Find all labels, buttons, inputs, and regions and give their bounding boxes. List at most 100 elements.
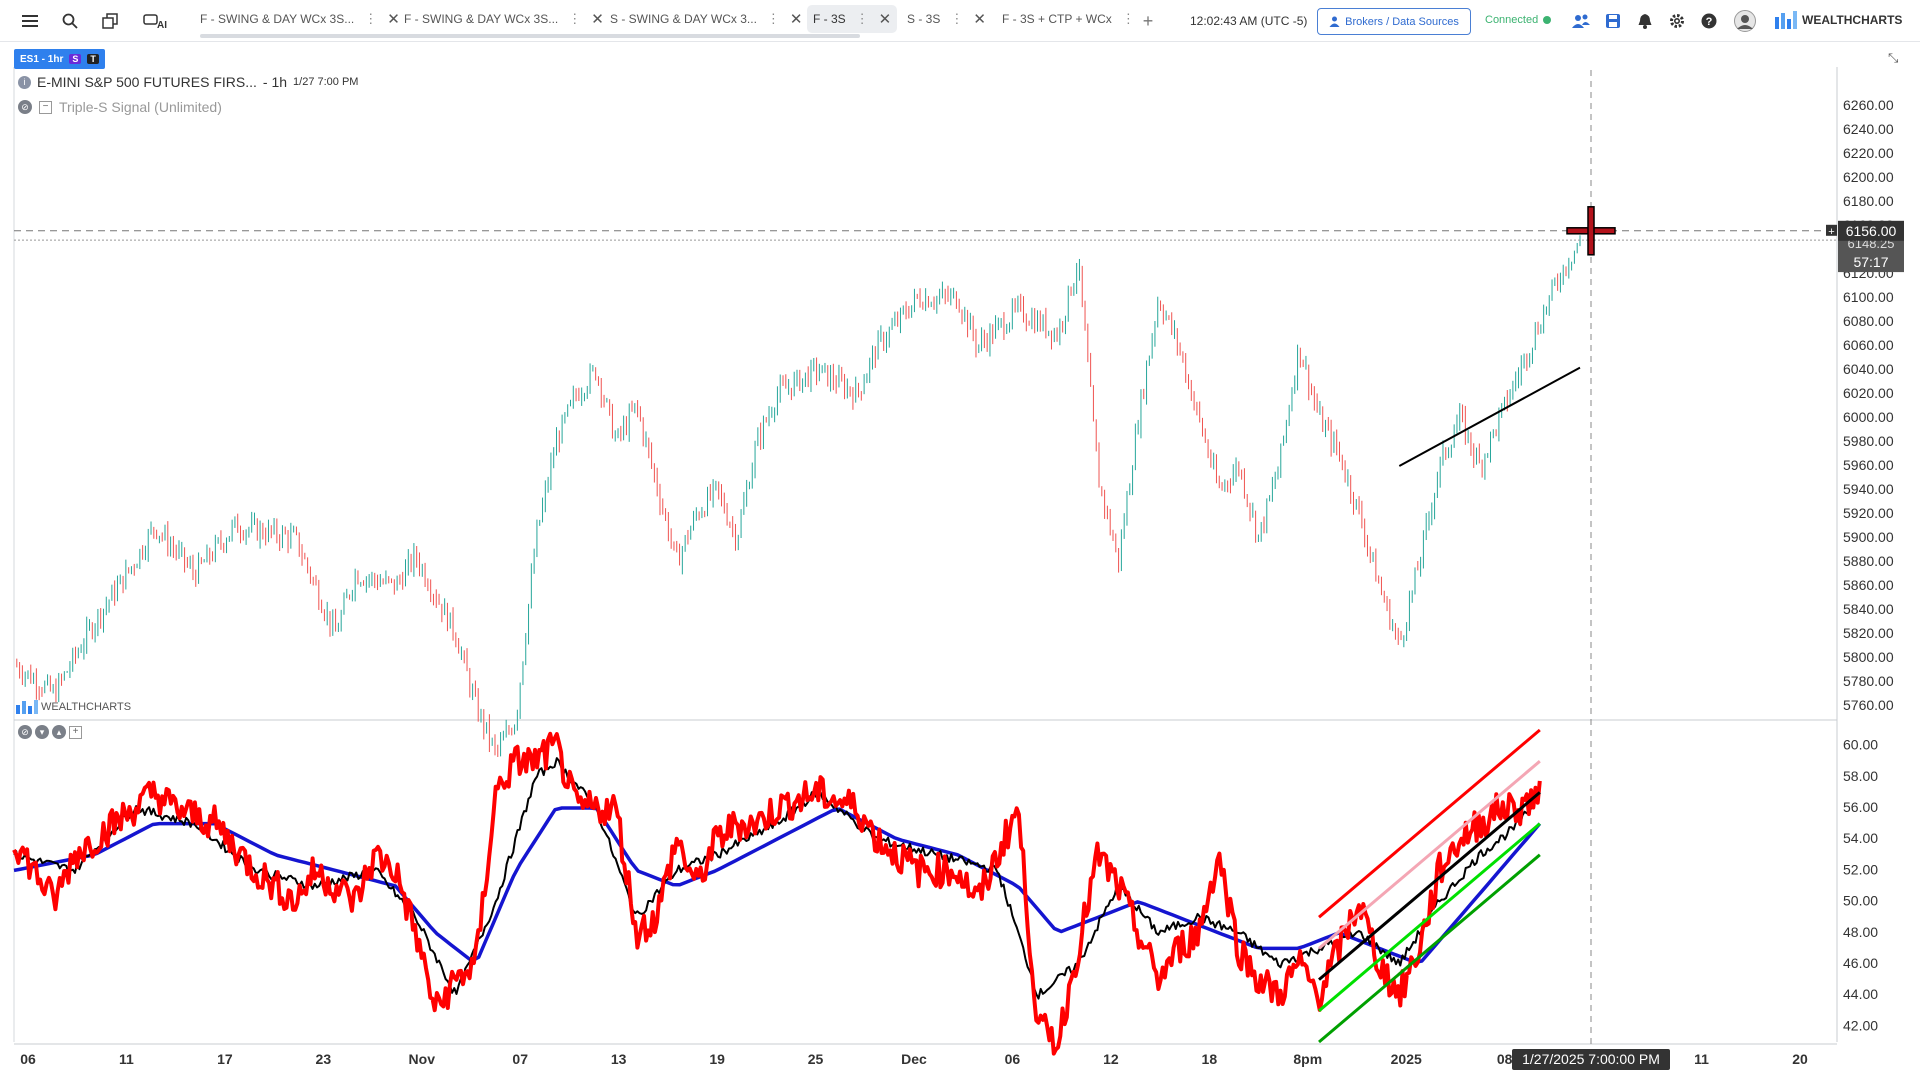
oscillator-tick-label: 46.00 <box>1843 955 1878 971</box>
time-tick-label: 20 <box>1792 1051 1808 1067</box>
oscillator-tick-label: 54.00 <box>1843 830 1878 846</box>
time-axis[interactable]: 06111723Nov07131925Dec0612188pm202508151… <box>20 1051 1808 1067</box>
search-icon[interactable] <box>58 9 82 33</box>
channel-line <box>1318 728 1541 919</box>
info-icon[interactable]: i <box>18 75 31 89</box>
tab-s-3s[interactable]: S - 3S ⋮ ✕ <box>901 5 992 33</box>
add-alert-plus: + <box>1828 226 1834 238</box>
close-icon[interactable]: ✕ <box>591 11 604 28</box>
tab-swing-day-1[interactable]: F - SWING & DAY WCx 3S... ⋮ ✕ <box>194 5 406 33</box>
price-tick-label: 6180.00 <box>1843 193 1894 209</box>
oscillator-tick-label: 42.00 <box>1843 1017 1878 1033</box>
close-icon[interactable]: ✕ <box>878 11 892 28</box>
time-tick-label: 06 <box>1005 1051 1021 1067</box>
channel-line <box>1318 822 1541 1012</box>
help-icon[interactable]: ? <box>1697 9 1721 33</box>
expand-icon[interactable]: ⤡ <box>1888 50 1899 65</box>
time-tick-label: 25 <box>808 1051 824 1067</box>
more-vert-icon[interactable]: ⋮ <box>766 11 780 26</box>
tab-scrollbar[interactable] <box>200 34 860 38</box>
price-tick-label: 6220.00 <box>1843 145 1894 161</box>
crosshair-time-label: 1/27/2025 7:00:00 PM <box>1522 1051 1660 1067</box>
layouts-icon[interactable] <box>98 9 122 33</box>
tab-label: F - SWING & DAY WCx 3S... <box>404 12 559 26</box>
price-tick-label: 6020.00 <box>1843 385 1894 401</box>
mid-line <box>13 757 1541 1000</box>
brokers-data-sources-button[interactable]: Brokers / Data Sources <box>1317 8 1471 35</box>
crosshair-price-box <box>1838 220 1904 241</box>
tab-f-3s[interactable]: F - 3S ⋮ ✕ <box>807 5 898 33</box>
add-tab-icon[interactable]: + <box>1142 10 1154 31</box>
slow-line <box>13 806 1542 965</box>
symbol-badge[interactable]: ES1 - 1hr S T <box>14 49 105 69</box>
more-vert-icon[interactable]: ⋮ <box>950 11 964 26</box>
price-axis[interactable]: 6260.006240.006220.006200.006180.006160.… <box>1843 97 1894 713</box>
interval-label: - 1h <box>262 74 288 90</box>
price-trendline <box>1398 366 1581 467</box>
hide-pane-icon[interactable]: ⊘ <box>18 725 32 739</box>
time-tick-label: 08 <box>1497 1051 1513 1067</box>
wealthcharts-logo-icon <box>1775 11 1797 29</box>
time-tick-label: 11 <box>119 1051 134 1067</box>
price-tick-label: 5840.00 <box>1843 601 1894 617</box>
bell-icon[interactable] <box>1633 9 1657 33</box>
ai-icon[interactable]: AI <box>140 9 170 33</box>
channel-line <box>1318 791 1541 981</box>
oscillator-tick-label: 44.00 <box>1843 986 1878 1002</box>
more-vert-icon[interactable]: ⋮ <box>364 11 378 26</box>
avatar[interactable] <box>1733 9 1757 33</box>
users-icon[interactable] <box>1569 9 1593 33</box>
move-down-icon[interactable]: ▾ <box>35 725 49 739</box>
symbol-label: ES1 - 1hr <box>20 53 64 65</box>
trendlines[interactable] <box>1318 366 1581 1044</box>
price-tick-label: 5880.00 <box>1843 553 1894 569</box>
tab-label: F - 3S + CTP + WCx <box>1002 12 1112 26</box>
oscillator-tick-label: 56.00 <box>1843 799 1878 815</box>
more-vert-icon[interactable]: ⋮ <box>568 11 582 26</box>
close-icon[interactable]: ✕ <box>789 11 803 28</box>
indicator-legend: ⊘ − Triple-S Signal (Unlimited) <box>18 99 222 115</box>
more-vert-icon[interactable]: ⋮ <box>855 11 869 26</box>
tab-swing-day-2[interactable]: F - SWING & DAY WCx 3S... ⋮ ✕ <box>398 5 610 33</box>
oscillator-controls: ⊘ ▾ ▴ + <box>18 725 82 739</box>
close-icon[interactable]: ✕ <box>387 11 400 28</box>
chart-area[interactable]: 6260.006240.006220.006200.006180.006160.… <box>0 42 1920 1080</box>
collapse-icon[interactable]: − <box>39 100 52 114</box>
price-tick-label: 6080.00 <box>1843 313 1894 329</box>
badge-t[interactable]: T <box>87 54 99 64</box>
countdown-label: 57:17 <box>1853 254 1888 270</box>
tab-s-swing-day[interactable]: S - SWING & DAY WCx 3... ⋮ ✕ <box>604 5 808 33</box>
candlestick-series <box>16 235 1581 757</box>
add-pane-icon[interactable]: + <box>69 725 82 739</box>
time-tick-label: Dec <box>901 1051 927 1067</box>
price-tick-label: 5960.00 <box>1843 457 1894 473</box>
oscillator-tick-label: 50.00 <box>1843 893 1878 909</box>
price-tick-label: 5800.00 <box>1843 649 1894 665</box>
badge-s[interactable]: S <box>69 54 82 64</box>
oscillator-axis[interactable]: 60.00 58.00 56.00 54.00 52.00 50.00 48.00 46.00… <box>1843 737 1878 1034</box>
chart-canvas[interactable]: 6260.006240.006220.006200.006180.006160.… <box>0 42 1920 1080</box>
oscillator-tick-label: 58.00 <box>1843 768 1878 784</box>
tab-f-3s-ctp-wcx[interactable]: F - 3S + CTP + WCx ⋮ <box>996 5 1141 33</box>
save-icon[interactable] <box>1601 9 1625 33</box>
instrument-name: E-MINI S&P 500 FUTURES FIRS... <box>37 74 257 90</box>
crosshair-time-box <box>1512 1049 1670 1070</box>
gear-icon[interactable] <box>1665 9 1689 33</box>
top-toolbar: AI F - SWING & DAY WCx 3S... ⋮ ✕ F - SWI… <box>0 0 1920 42</box>
price-tick-label: 5940.00 <box>1843 481 1894 497</box>
more-vert-icon[interactable]: ⋮ <box>1121 11 1135 26</box>
channel-line <box>1318 760 1541 950</box>
time-tick-label: 8pm <box>1293 1051 1322 1067</box>
hide-indicator-icon[interactable]: ⊘ <box>18 100 32 114</box>
price-tick-label: 5860.00 <box>1843 577 1894 593</box>
time-tick-label: 06 <box>20 1051 36 1067</box>
brand-logo[interactable]: WEALTHCHARTS <box>1775 11 1902 29</box>
wealthcharts-logo-icon <box>16 700 38 714</box>
person-icon <box>1329 16 1340 27</box>
close-icon[interactable]: ✕ <box>973 11 986 28</box>
move-up-icon[interactable]: ▴ <box>52 725 66 739</box>
menu-icon[interactable] <box>18 9 42 33</box>
time-tick-label: 2025 <box>1391 1051 1422 1067</box>
watermark-text: WEALTHCHARTS <box>41 701 132 713</box>
